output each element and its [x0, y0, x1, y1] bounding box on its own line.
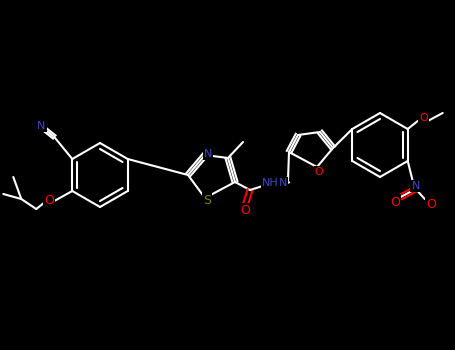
Text: O: O	[426, 197, 435, 210]
Text: O: O	[390, 196, 399, 209]
Text: O: O	[240, 204, 250, 217]
Text: NH: NH	[262, 178, 278, 188]
Text: N: N	[279, 178, 287, 188]
Text: N: N	[37, 121, 46, 131]
Text: N: N	[411, 181, 420, 191]
Text: O: O	[420, 113, 428, 123]
Text: O: O	[44, 195, 54, 208]
Text: N: N	[204, 149, 212, 159]
Text: O: O	[314, 167, 324, 177]
Text: S: S	[203, 194, 211, 206]
